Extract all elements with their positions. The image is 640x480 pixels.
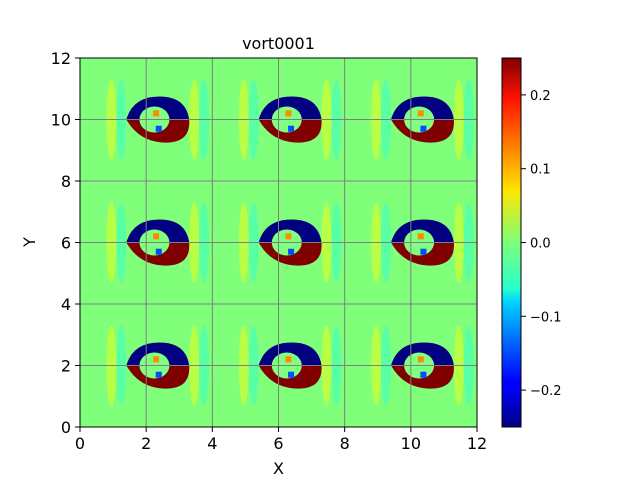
- x-tick-label: 10: [401, 434, 421, 453]
- y-tick-label: 12: [51, 49, 71, 68]
- core-spot: [155, 248, 162, 255]
- x-axis: 0 2 4 6 8 10 12: [75, 427, 487, 453]
- x-tick-label: 6: [273, 434, 283, 453]
- y-tick-label: 2: [61, 357, 71, 376]
- x-tick-label: 12: [467, 434, 487, 453]
- colorbar-gradient: [501, 57, 522, 428]
- core-spot: [153, 233, 160, 240]
- y-tick-label: 8: [61, 172, 71, 191]
- chart-title: vort0001: [242, 34, 315, 53]
- y-tick-label: 6: [61, 234, 71, 253]
- core-spot: [420, 125, 427, 132]
- y-tick-label: 4: [61, 295, 71, 314]
- x-axis-label: X: [273, 459, 284, 478]
- core-spot: [153, 356, 160, 363]
- y-tick-label: 10: [51, 111, 71, 130]
- x-tick-label: 0: [75, 434, 85, 453]
- colorbar-tick-label: 0.0: [530, 237, 551, 252]
- core-spot: [285, 356, 292, 363]
- core-spot: [420, 371, 427, 378]
- y-tick-label: 0: [61, 418, 71, 437]
- colorbar: −0.2 −0.1 0.0 0.1 0.2: [501, 57, 562, 428]
- plot-area: [79, 57, 478, 428]
- core-spot: [288, 371, 295, 378]
- y-axis-label: Y: [20, 237, 39, 248]
- core-spot: [285, 233, 292, 240]
- x-tick-label: 2: [141, 434, 151, 453]
- y-axis: 0 2 4 6 8 10 12: [51, 49, 80, 437]
- core-spot: [417, 356, 424, 363]
- x-tick-label: 8: [340, 434, 350, 453]
- core-spot: [420, 248, 427, 255]
- core-spot: [288, 248, 295, 255]
- core-spot: [288, 125, 295, 132]
- core-spot: [155, 371, 162, 378]
- core-spot: [417, 233, 424, 240]
- colorbar-tick-label: −0.1: [530, 310, 562, 325]
- core-spot: [417, 110, 424, 117]
- core-spot: [153, 110, 160, 117]
- colorbar-tick-label: −0.2: [530, 384, 562, 399]
- core-spot: [155, 125, 162, 132]
- core-spot: [285, 110, 292, 117]
- vorticity-field: [106, 79, 474, 406]
- colorbar-tick-label: 0.1: [530, 163, 551, 178]
- x-tick-label: 4: [207, 434, 217, 453]
- colorbar-ticks: −0.2 −0.1 0.0 0.1 0.2: [521, 89, 562, 399]
- colorbar-tick-label: 0.2: [530, 89, 551, 104]
